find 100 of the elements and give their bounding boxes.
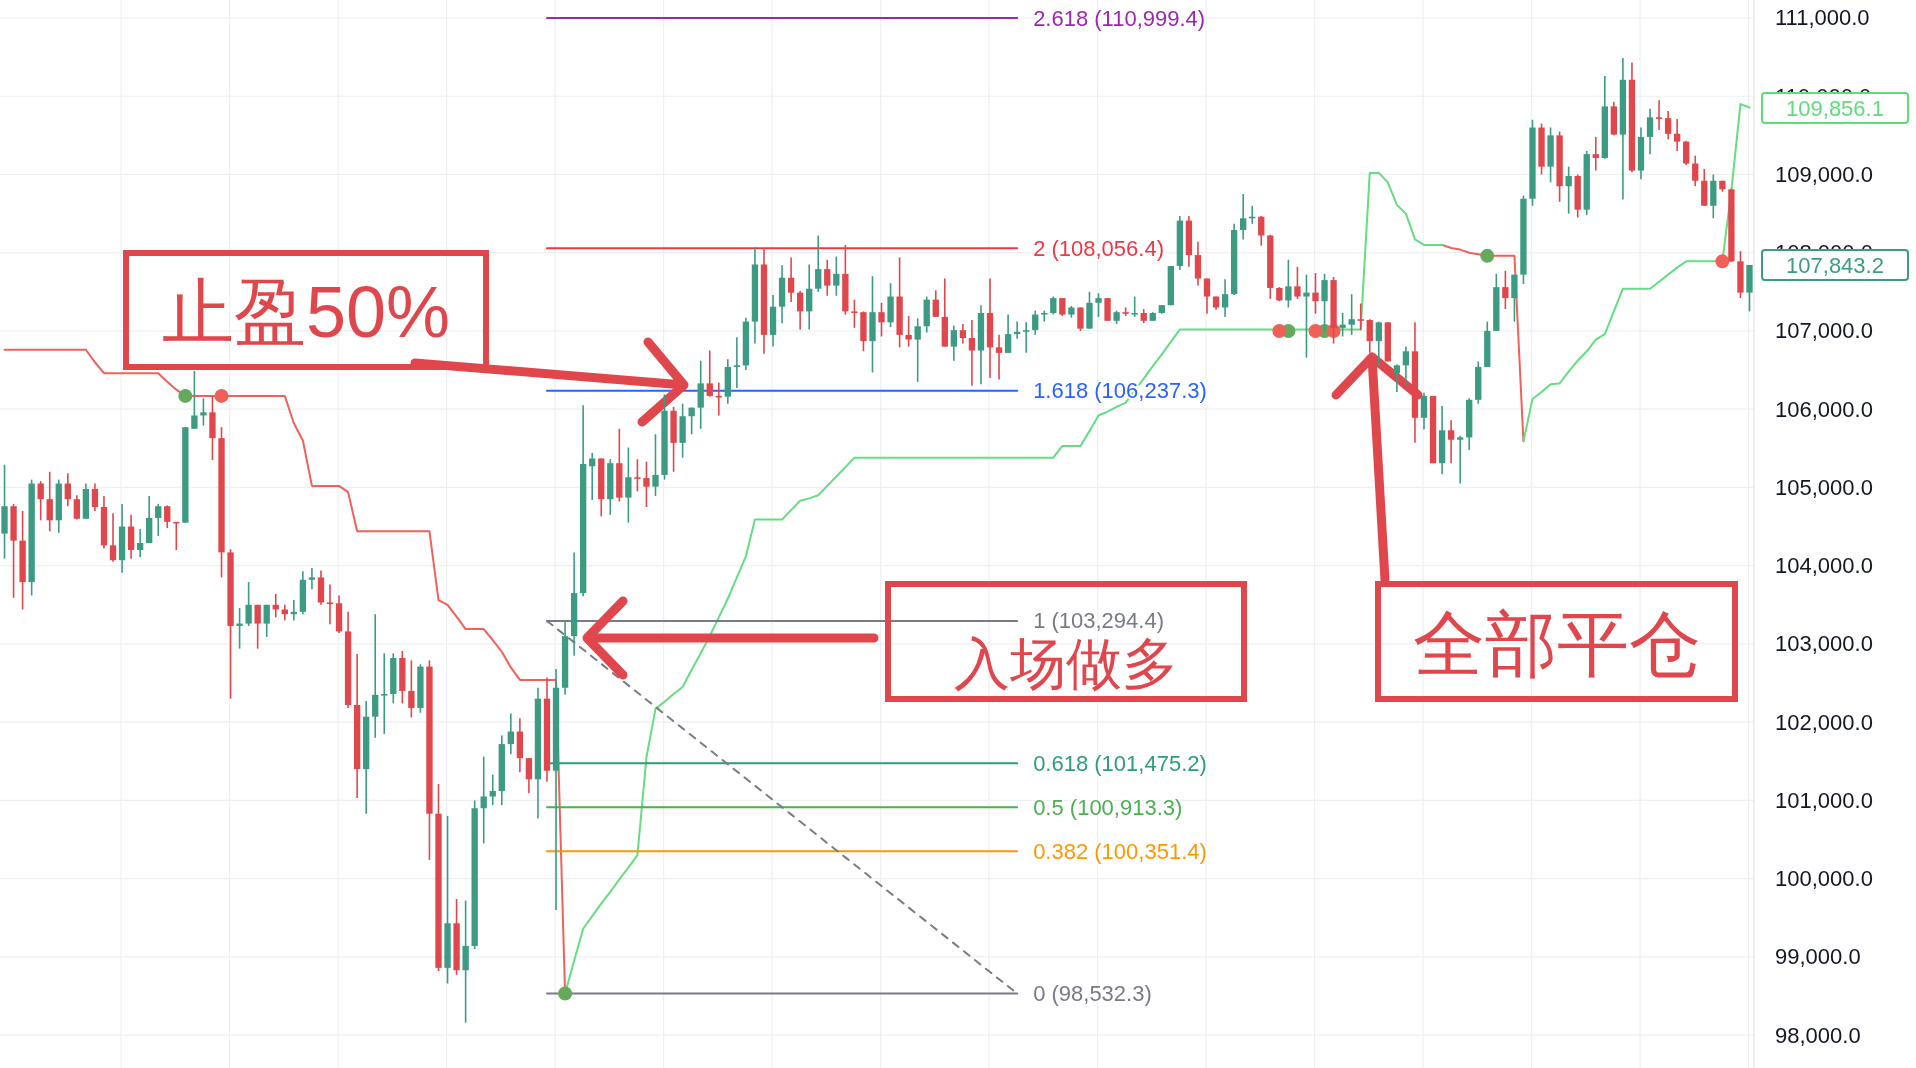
candlestick [1664,110,1672,141]
candlestick [1312,272,1319,315]
candlestick [1303,273,1310,359]
candlestick [1357,302,1364,331]
candlestick [1655,99,1663,131]
candlestick [688,406,695,436]
series-label: 1 (103,294.4) [1033,608,1165,634]
candlestick [73,494,81,521]
candlestick [326,583,334,626]
candlestick [833,255,840,297]
candlestick [959,323,967,345]
annotation: 止盈50% [161,272,451,352]
candlestick [950,324,958,362]
y-tick-label: 101,000.0 [1775,787,1873,813]
candlestick [1032,309,1039,336]
candlestick [1104,297,1111,322]
candlestick [489,773,496,806]
series-label: 0.382 (100,351.4) [1033,838,1207,864]
y-tick-label: 104,000.0 [1775,553,1873,579]
candlestick [1221,278,1229,318]
candlestick [1285,258,1292,309]
candlestick [589,452,596,501]
point [178,388,193,403]
annotation: 入场做多 [954,632,1178,695]
candlestick [254,604,261,650]
text: 109,856.1 [1786,95,1884,121]
point [1272,323,1287,338]
candlestick [245,581,252,627]
candlestick [787,256,795,303]
candlestick [715,381,722,417]
candlestick [1077,306,1084,332]
candlestick [932,289,939,318]
candlestick [1095,292,1102,318]
candlestick [1203,277,1211,315]
candlestick [136,528,144,558]
candlestick [263,604,270,638]
candlestick [1511,273,1518,323]
candlestick [1692,154,1699,188]
candlestick [408,659,415,719]
candlestick [507,712,514,756]
candlestick [824,258,831,297]
point [558,986,573,1001]
candlestick [1004,313,1012,354]
candlestick [1366,318,1373,354]
annotation: 全部平仓 [1412,603,1701,684]
candlestick [878,302,885,338]
candlestick [525,757,533,795]
candlestick [914,317,921,383]
candlestick [968,319,976,387]
candlestick [308,567,316,590]
candlestick [625,446,632,524]
series-label: 0.618 (101,475.2) [1033,750,1207,776]
y-tick-label: 111,000.0 [1775,5,1870,31]
candlestick [905,315,912,348]
candlestick [64,472,71,508]
candlestick [995,334,1003,381]
candlestick [1023,321,1030,354]
series-label: 2.618 (110,999.4) [1033,5,1206,31]
candlestick [109,512,117,563]
series-label: 2 (108,056.4) [1033,235,1165,261]
candlestick [381,652,388,735]
candlestick [1565,165,1572,215]
candlestick [706,349,713,398]
candlestick [1646,107,1654,155]
candlestick [643,460,650,508]
candlestick [37,480,44,522]
candlestick [1420,391,1428,431]
text: 107,843.2 [1786,252,1884,278]
candlestick [1258,215,1265,247]
candlestick [236,607,243,650]
series-label: 0.5 (100,913.3) [1033,794,1183,820]
candlestick [796,290,804,331]
candlestick [1294,266,1301,300]
candlestick [851,298,858,329]
y-tick-label: 105,000.0 [1775,474,1873,500]
candlestick [1592,136,1599,172]
candlestick [1447,419,1455,464]
y-tick-label: 102,000.0 [1775,709,1873,735]
y-tick-label: 100,000.0 [1775,866,1873,892]
y-tick-label: 98,000.0 [1775,1022,1861,1048]
candlestick [1457,435,1464,485]
candlestick [1393,363,1401,393]
candlestick [1683,140,1690,166]
candlestick [1240,193,1247,241]
candlestick [1348,293,1355,336]
candlestick [46,471,53,533]
candlestick [634,458,641,493]
candlestick [1194,240,1202,287]
candlestick [155,503,162,537]
y-tick-label: 103,000.0 [1775,631,1873,657]
y-tick-label: 107,000.0 [1775,318,1873,344]
candlestick [1339,312,1346,338]
candlestick [164,504,171,529]
candlestick [1375,320,1382,367]
candlestick [815,234,822,293]
candlestick [1131,295,1138,318]
candlestick [1502,269,1509,310]
series-label: 0 (98,532.3) [1033,980,1152,1006]
candlestick [806,263,813,331]
candlestick [652,433,659,497]
